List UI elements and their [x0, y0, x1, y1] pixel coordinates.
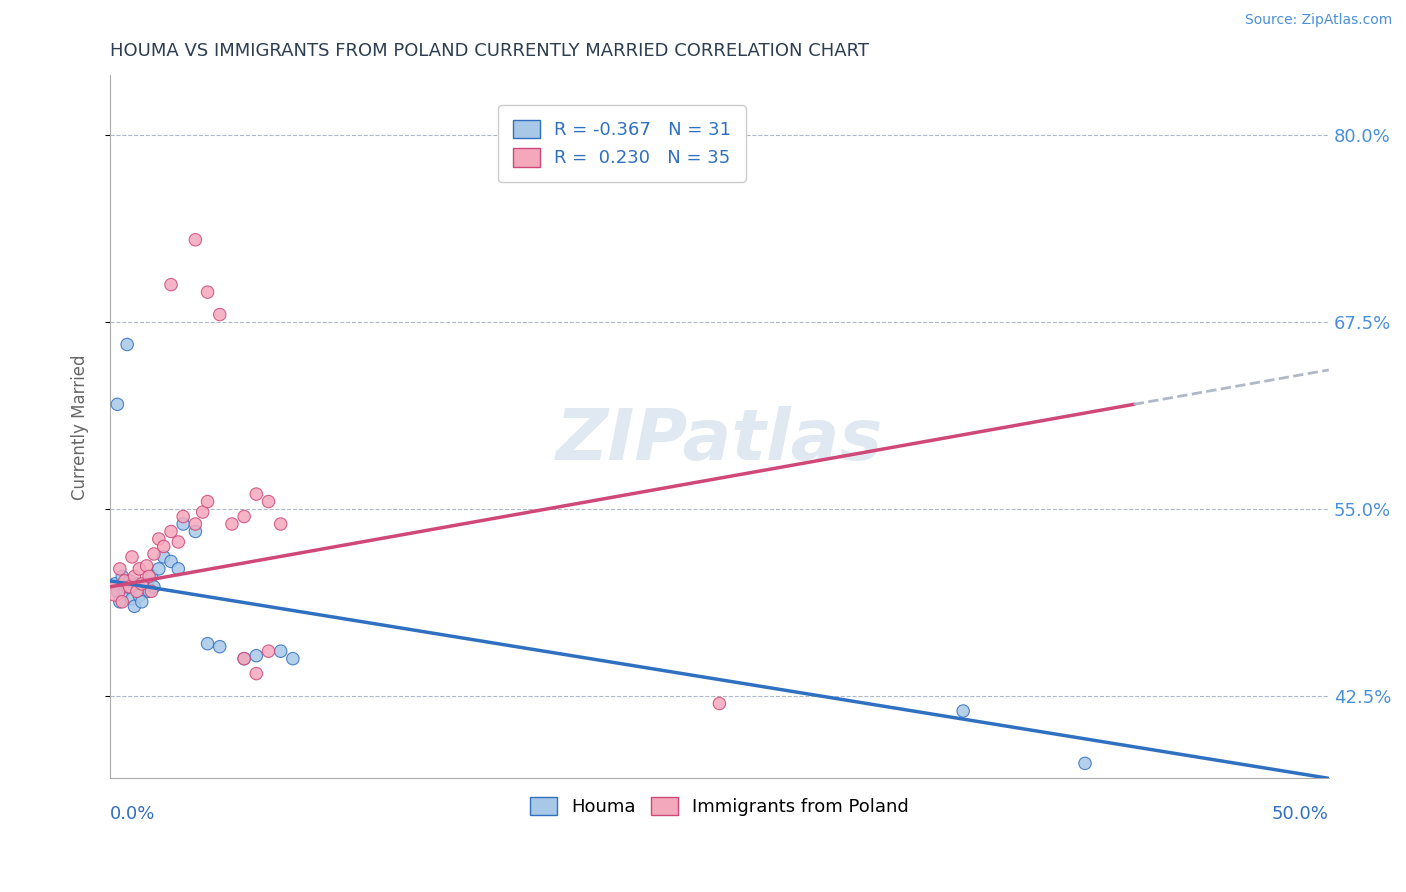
Point	[221, 516, 243, 531]
Point	[160, 524, 183, 539]
Point	[135, 558, 157, 573]
Point	[160, 554, 183, 568]
Point	[141, 584, 163, 599]
Point	[952, 704, 974, 718]
Point	[142, 547, 165, 561]
Point	[148, 532, 170, 546]
Point	[167, 562, 190, 576]
Point	[131, 595, 153, 609]
Point	[208, 640, 231, 654]
Point	[233, 651, 256, 665]
Point	[131, 577, 153, 591]
Point	[104, 577, 127, 591]
Point	[167, 535, 190, 549]
Point	[124, 599, 146, 614]
Point	[172, 509, 194, 524]
Point	[281, 651, 304, 665]
Point	[128, 562, 150, 576]
Point	[142, 580, 165, 594]
Point	[115, 337, 138, 351]
Point	[233, 651, 256, 665]
Point	[709, 697, 731, 711]
Point	[197, 494, 219, 508]
Point	[128, 589, 150, 603]
Point	[138, 569, 160, 583]
Y-axis label: Currently Married: Currently Married	[72, 354, 89, 500]
Point	[125, 584, 148, 599]
Point	[208, 308, 231, 322]
Point	[245, 666, 267, 681]
Point	[172, 516, 194, 531]
Point	[141, 569, 163, 583]
Point	[125, 577, 148, 591]
Point	[1074, 756, 1097, 771]
Point	[152, 540, 174, 554]
Point	[233, 509, 256, 524]
Point	[257, 644, 280, 658]
Point	[135, 577, 157, 591]
Point	[270, 644, 292, 658]
Text: HOUMA VS IMMIGRANTS FROM POLAND CURRENTLY MARRIED CORRELATION CHART: HOUMA VS IMMIGRANTS FROM POLAND CURRENTL…	[110, 42, 869, 60]
Point	[111, 569, 134, 583]
Point	[184, 524, 207, 539]
Point	[245, 487, 267, 501]
Point	[138, 584, 160, 599]
Point	[108, 562, 131, 576]
Point	[105, 584, 128, 599]
Point	[115, 580, 138, 594]
Point	[184, 516, 207, 531]
Point	[108, 595, 131, 609]
Text: ZIPatlas: ZIPatlas	[555, 407, 883, 475]
Legend: Houma, Immigrants from Poland: Houma, Immigrants from Poland	[523, 789, 917, 823]
Point	[111, 595, 134, 609]
Point	[270, 516, 292, 531]
Text: 0.0%: 0.0%	[110, 805, 156, 823]
Point	[114, 574, 136, 588]
Point	[191, 505, 214, 519]
Text: 50.0%: 50.0%	[1272, 805, 1329, 823]
Point	[152, 549, 174, 564]
Point	[104, 584, 127, 599]
Point	[148, 562, 170, 576]
Point	[121, 549, 143, 564]
Text: Source: ZipAtlas.com: Source: ZipAtlas.com	[1244, 13, 1392, 28]
Point	[124, 569, 146, 583]
Point	[197, 285, 219, 299]
Point	[184, 233, 207, 247]
Point	[118, 580, 141, 594]
Point	[105, 397, 128, 411]
Point	[197, 637, 219, 651]
Point	[121, 591, 143, 606]
Point	[257, 494, 280, 508]
Point	[160, 277, 183, 292]
Point	[245, 648, 267, 663]
Point	[118, 574, 141, 588]
Point	[114, 584, 136, 599]
